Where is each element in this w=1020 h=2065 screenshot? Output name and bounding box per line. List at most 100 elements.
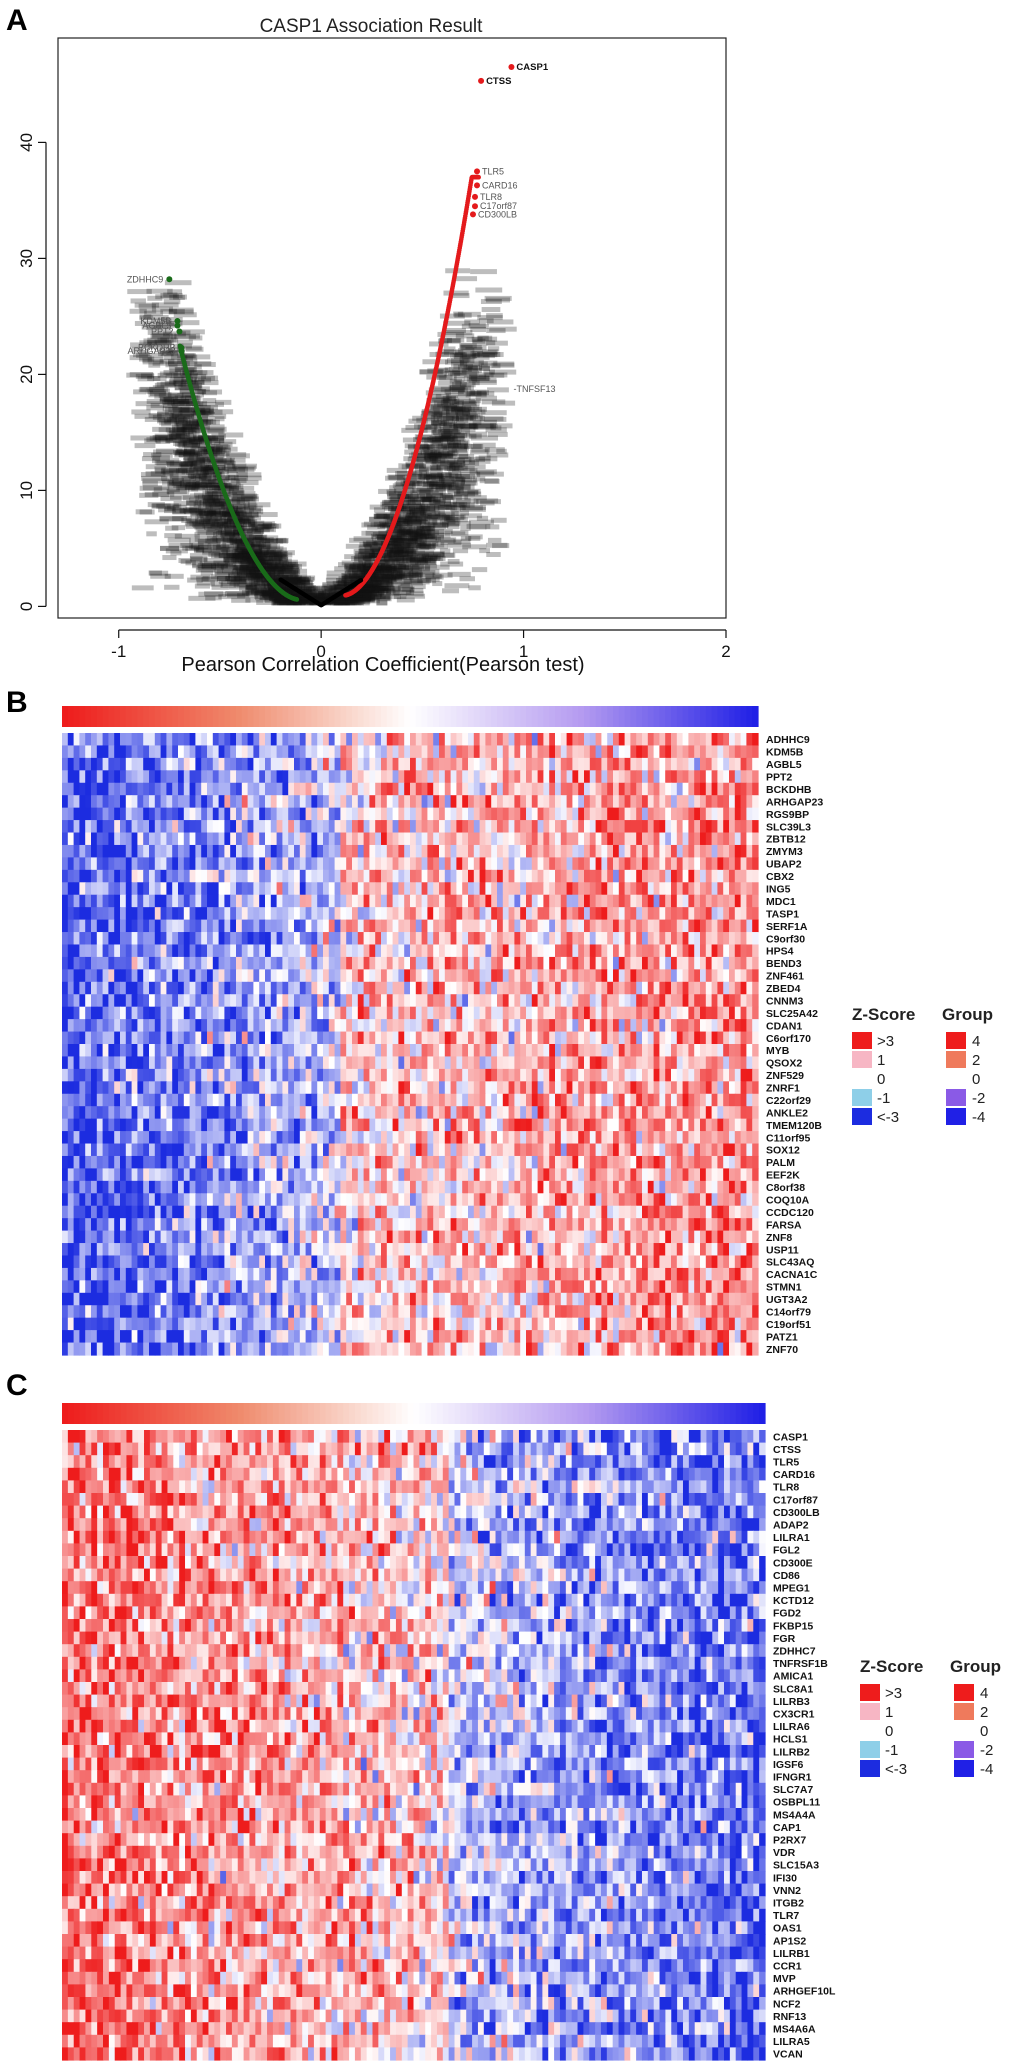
heatmap-cell [618,733,626,747]
cloud-mark [142,343,170,349]
cloud-mark [441,337,465,343]
heatmap-cell [566,770,573,784]
cloud-mark [210,537,229,543]
heatmap-cell [607,733,614,747]
cloud-mark [472,340,496,346]
cloud-mark [388,587,414,593]
heatmap-cell [671,844,678,858]
group-bar-cell [392,706,399,727]
cloud-mark [180,395,191,401]
cloud-mark [150,471,179,477]
cloud-mark [406,528,423,534]
cloud-mark [466,390,487,396]
cloud-mark [224,511,253,517]
heatmap-cell [294,857,301,871]
heatmap-cell [537,857,544,871]
heatmap-cell [178,745,185,759]
heatmap-cell [172,869,179,883]
heatmap-cell [694,857,701,871]
cloud-mark [377,556,398,562]
cloud-mark [231,568,246,574]
cloud-mark [164,533,182,539]
cloud-mark [334,597,355,603]
cloud-mark [222,538,245,544]
group-bar-cell [671,706,678,727]
cloud-mark [449,465,468,471]
cloud-mark [144,492,170,498]
heatmap-cell [549,745,556,759]
heatmap-cell [659,807,666,821]
cloud-mark [169,414,195,420]
heatmap-cell [613,733,620,747]
heatmap-cell [694,869,701,883]
cloud-mark [135,509,153,515]
cloud-mark [127,289,152,295]
heatmap-cell [207,807,214,821]
heatmap-cell [317,807,324,821]
heatmap-cell [352,857,359,871]
heatmap-cell [671,733,678,747]
cloud-mark [386,568,401,574]
cloud-mark [223,463,235,469]
heatmap-cell [462,745,469,759]
cloud-mark [361,585,386,591]
cloud-mark [237,528,264,534]
heatmap-cell [734,745,742,759]
cloud-mark [386,467,408,473]
cloud-mark [386,514,413,520]
cloud-mark [388,493,409,499]
cloud-mark [459,415,473,421]
cloud-mark [445,505,458,511]
cloud-mark [358,549,382,555]
heatmap-cell [514,832,521,846]
heatmap-cell [73,782,80,796]
group-bar-cell [270,706,278,727]
heatmap-cell [131,745,138,759]
cloud-mark [326,586,347,592]
group-bar-cell [473,706,481,727]
heatmap-cell [595,844,602,858]
cloud-mark [414,532,427,538]
heatmap-cell [659,820,666,834]
heatmap-cell [468,820,475,834]
heatmap-cell [671,782,678,796]
cloud-mark [254,591,273,597]
heatmap-cell [444,745,452,759]
cloud-mark [430,459,459,465]
cloud-mark [211,521,235,527]
cloud-mark [160,468,188,474]
heatmap-cell [102,807,109,821]
cloud-mark [188,429,200,435]
cloud-mark [387,548,404,554]
heatmap-cell [218,832,225,846]
heatmap-cell [549,807,556,821]
cloud-mark [389,555,405,561]
group-bar-cell [131,706,138,727]
heatmap-cell [73,844,80,858]
cloud-mark [320,592,337,598]
heatmap-cell [311,770,318,784]
cloud-mark [385,475,404,481]
heatmap-cell [91,795,98,809]
cloud-mark [161,467,188,473]
heatmap-cell [682,745,689,759]
cloud-mark [392,520,413,526]
heatmap-cell [607,770,614,784]
cloud-mark [427,533,451,539]
cloud-mark [299,597,314,603]
heatmap-cell [305,795,312,809]
heatmap-cell [502,844,510,858]
heatmap-cell [439,832,446,846]
group-bar-cell [613,706,620,727]
cloud-mark [203,495,222,501]
cloud-mark [276,586,303,592]
heatmap-cell [607,869,614,883]
cloud-mark [417,480,438,486]
top-positive-point [508,64,515,70]
heatmap-cell [630,844,637,858]
heatmap-cell [502,745,510,759]
cloud-mark [444,443,462,449]
cloud-mark [351,567,367,573]
cloud-mark [230,496,256,502]
top-positive-point [478,77,485,84]
